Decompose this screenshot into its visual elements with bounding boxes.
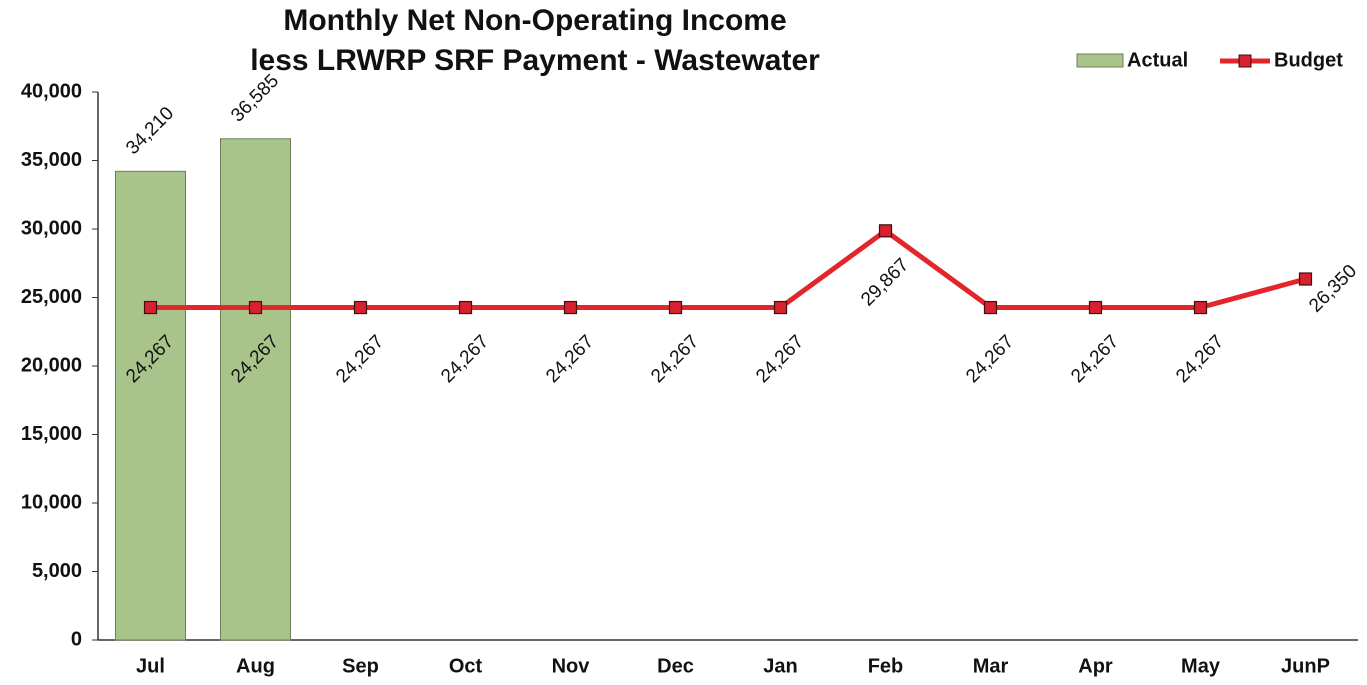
x-tick-label: Jul xyxy=(136,655,165,677)
chart-title: less LRWRP SRF Payment - Wastewater xyxy=(250,44,820,77)
x-tick-label: Apr xyxy=(1078,655,1113,677)
line-marker xyxy=(773,300,788,315)
y-tick-label: 35,000 xyxy=(21,149,82,171)
line-marker xyxy=(1298,272,1313,286)
legend-label: Budget xyxy=(1274,49,1343,71)
x-tick-label: Mar xyxy=(973,655,1009,677)
line-marker xyxy=(353,300,368,315)
line-marker xyxy=(668,300,683,315)
x-tick-label: Sep xyxy=(342,655,379,677)
line-marker xyxy=(563,300,578,315)
bar xyxy=(115,170,186,641)
chart-title: Monthly Net Non-Operating Income xyxy=(283,4,786,37)
line-marker xyxy=(1193,300,1208,315)
line-marker xyxy=(458,300,473,315)
x-tick-label: Nov xyxy=(552,655,591,677)
data-label: 29,867 xyxy=(857,255,913,311)
y-tick-label: 20,000 xyxy=(21,354,82,376)
y-tick-label: 0 xyxy=(71,628,82,650)
x-tick-label: Aug xyxy=(236,655,275,677)
x-tick-label: Jan xyxy=(763,655,797,677)
data-label: 36,585 xyxy=(227,70,283,126)
bar xyxy=(220,138,291,641)
y-tick-label: 10,000 xyxy=(21,491,82,513)
legend-swatch xyxy=(1238,54,1252,68)
legend-swatch xyxy=(1076,53,1124,68)
x-tick-label: May xyxy=(1181,655,1221,677)
data-label: 24,267 xyxy=(542,331,598,387)
y-tick-label: 30,000 xyxy=(21,217,82,239)
line-marker xyxy=(983,300,998,315)
x-tick-label: Feb xyxy=(868,655,904,677)
y-tick-label: 40,000 xyxy=(21,80,82,102)
data-label: 24,267 xyxy=(1067,331,1123,387)
line-marker xyxy=(1088,300,1103,315)
x-tick-label: Dec xyxy=(657,655,694,677)
data-label: 24,267 xyxy=(332,331,388,387)
data-label: 24,267 xyxy=(1172,331,1228,387)
data-label: 26,350 xyxy=(1305,261,1361,317)
y-tick-label: 25,000 xyxy=(21,286,82,308)
x-tick-label: Oct xyxy=(449,655,483,677)
data-label: 24,267 xyxy=(962,331,1018,387)
line-marker xyxy=(248,300,263,315)
x-tick-label: JunP xyxy=(1281,655,1330,677)
data-label: 24,267 xyxy=(647,331,703,387)
line-marker xyxy=(878,224,893,238)
data-label: 24,267 xyxy=(752,331,808,387)
data-label: 24,267 xyxy=(437,331,493,387)
budget-line xyxy=(150,227,1307,311)
data-label: 34,210 xyxy=(122,103,178,159)
y-tick-label: 5,000 xyxy=(32,560,82,582)
line-marker xyxy=(143,300,158,315)
y-tick-label: 15,000 xyxy=(21,423,82,445)
legend-label: Actual xyxy=(1127,49,1188,71)
